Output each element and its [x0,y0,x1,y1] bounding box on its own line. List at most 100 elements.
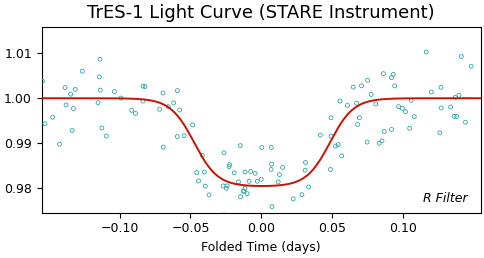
Point [357,84,364,88]
Point [454,93,462,97]
Point [78,69,86,73]
Point [389,72,396,76]
Point [257,146,265,150]
Point [225,165,232,169]
Point [198,154,206,158]
Point [164,105,172,109]
Point [69,107,77,111]
Point [257,177,265,181]
Point [62,103,70,107]
Point [173,134,181,139]
Point [298,192,305,197]
Point [301,160,309,165]
Point [246,170,254,174]
Point [41,122,49,126]
Point [355,116,363,120]
Point [94,101,102,105]
Point [188,123,196,127]
Point [437,106,444,110]
Point [222,186,230,190]
Point [201,184,209,188]
Point [390,84,398,88]
Point [96,57,104,61]
Point [117,96,124,100]
Point [240,189,247,193]
Point [267,162,275,166]
Point [141,84,149,88]
Point [278,165,286,170]
Point [225,163,233,167]
Point [128,108,136,112]
Point [193,171,200,175]
Point [301,168,308,172]
Point [435,131,443,135]
Point [169,101,177,105]
Point [379,130,387,134]
Point [200,170,208,174]
Point [247,225,255,229]
Point [304,185,312,189]
Point [387,76,394,80]
Point [331,144,339,148]
Point [436,85,444,89]
Point [371,102,379,106]
Point [363,78,371,82]
Point [95,75,103,79]
Point [451,95,458,99]
Point [333,142,341,147]
Point [243,191,251,196]
Point [409,115,417,119]
Point [289,197,297,201]
Point [446,105,454,109]
Point [194,179,202,183]
X-axis label: Folded Time (days): Folded Time (days) [201,241,320,254]
Point [155,107,163,111]
Point [348,85,356,89]
Point [251,171,258,175]
Point [426,90,434,94]
Point [353,122,361,126]
Point [343,103,350,108]
Point [268,205,275,209]
Point [405,126,413,130]
Point [461,120,469,124]
Point [352,101,360,105]
Point [230,171,238,175]
Point [241,170,248,174]
Point [239,189,247,193]
Point [379,72,387,76]
Point [38,79,46,83]
Point [49,115,57,119]
Point [175,108,183,112]
Point [326,167,333,172]
Point [275,173,283,177]
Point [274,180,282,184]
Point [407,98,414,102]
Point [253,179,260,183]
Point [205,193,212,197]
Point [68,128,76,133]
Point [267,167,274,172]
Point [139,99,147,103]
Point [378,139,385,143]
Point [466,64,474,68]
Title: TrES-1 Light Curve (STARE Instrument): TrES-1 Light Curve (STARE Instrument) [87,4,434,22]
Point [98,126,106,130]
Point [456,54,464,59]
Point [219,184,227,188]
Point [337,154,345,158]
Point [234,180,242,184]
Point [335,99,343,103]
Point [394,104,402,109]
Point [56,142,63,146]
Point [223,184,230,188]
Point [131,111,139,115]
Point [245,179,253,183]
Point [363,140,370,144]
Point [327,134,334,138]
Point [110,90,118,94]
Point [220,213,227,217]
Point [241,186,248,190]
Point [96,88,104,92]
Text: R Filter: R Filter [422,192,467,205]
